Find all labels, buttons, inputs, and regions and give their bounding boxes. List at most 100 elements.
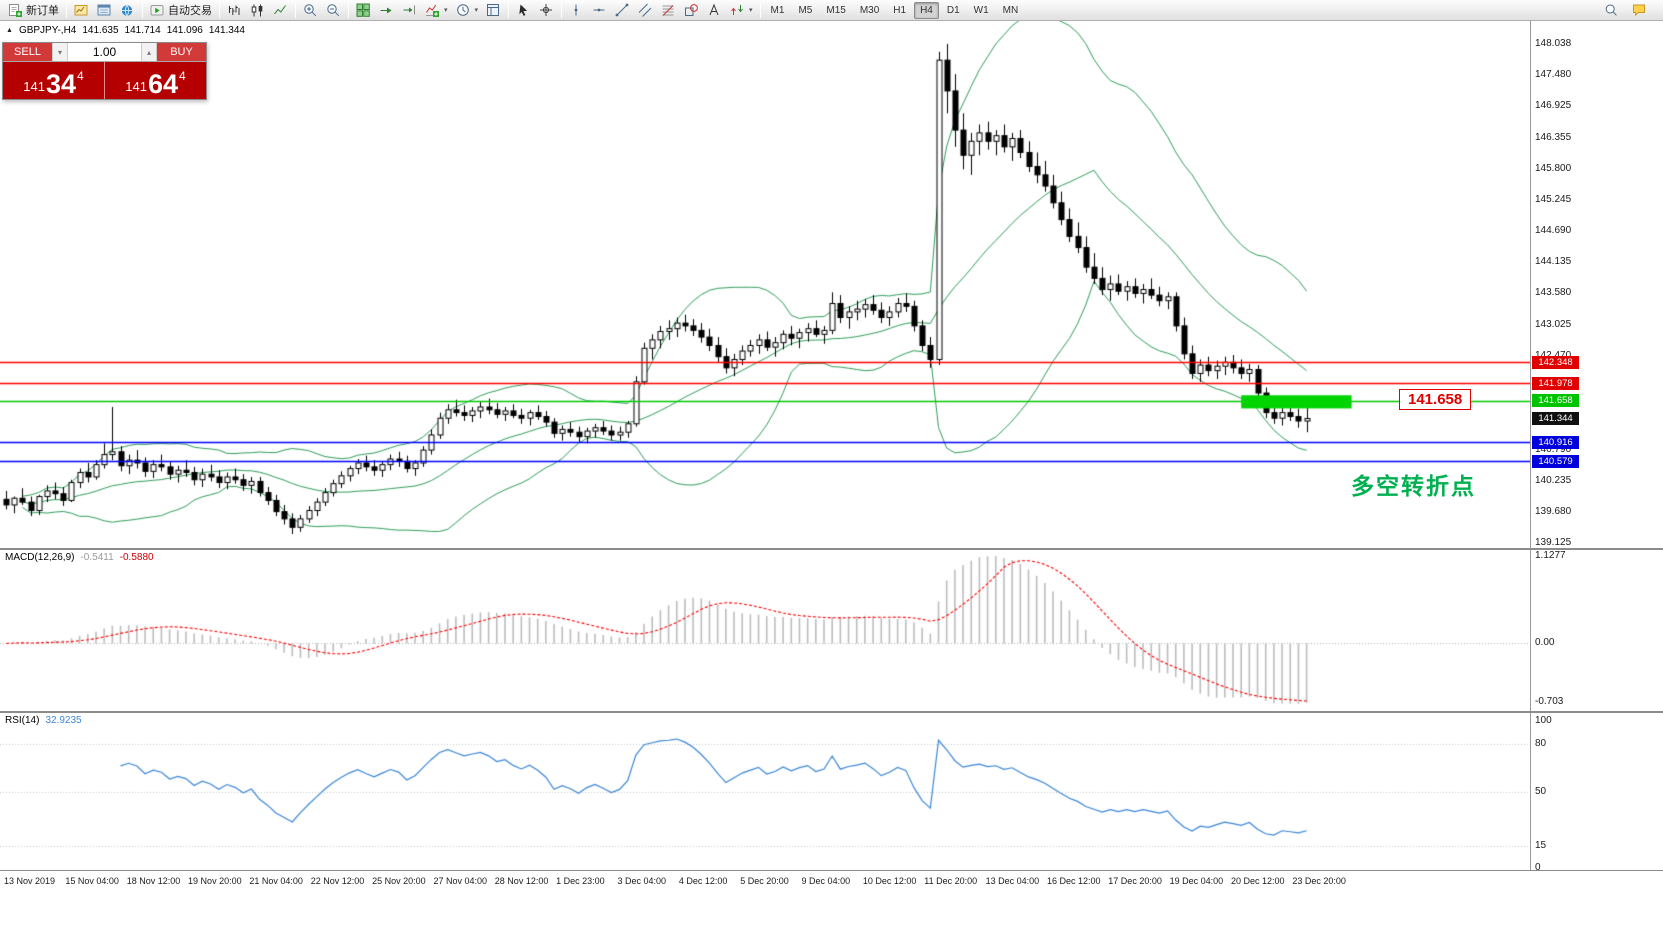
autotrading-icon <box>150 3 165 18</box>
chart-shift-button[interactable] <box>398 1 421 19</box>
macd-panel-canvas[interactable] <box>0 550 1530 711</box>
time-label: 9 Dec 04:00 <box>801 876 851 886</box>
templates-button[interactable] <box>482 1 505 19</box>
zone-price-callout[interactable]: 141.658 <box>1399 389 1472 410</box>
buy-price-prefix: 141 <box>125 79 147 94</box>
zoom-in-icon <box>303 3 318 18</box>
time-label: 19 Nov 20:00 <box>188 876 242 886</box>
price-tick-148.038: 148.038 <box>1535 38 1572 50</box>
data-window-button[interactable] <box>93 1 116 19</box>
market-watch-icon <box>74 3 89 18</box>
zoom-in-button[interactable] <box>299 1 322 19</box>
new-order-button[interactable]: 新订单 <box>4 1 63 19</box>
rsi-panel-canvas[interactable] <box>0 713 1530 870</box>
price-axis[interactable]: 148.038 147.480 146.925 146.355 145.800 145.2… <box>1530 21 1663 892</box>
timeframe-mn-button[interactable]: MN <box>1002 4 1019 16</box>
time-label: 4 Dec 12:00 <box>678 876 728 886</box>
macd-label: MACD(12,26,9) -0.5411 -0.5880 <box>5 552 154 563</box>
price-tick-140.790: 140.790 <box>1535 443 1572 455</box>
candlestick-chart-button[interactable] <box>246 1 269 19</box>
time-axis[interactable]: 13 Nov 2019 15 Nov 04:00 18 Nov 12:00 19 No… <box>0 870 1663 892</box>
price-tick-144.135: 144.135 <box>1535 256 1572 268</box>
volume-decrease-button[interactable]: ▾ <box>52 43 68 61</box>
periods-button[interactable]: ▾ <box>452 1 483 19</box>
search-button[interactable] <box>1600 1 1623 19</box>
time-label: 10 Dec 12:00 <box>862 876 917 886</box>
arrows-button[interactable]: ▾ <box>726 1 757 19</box>
panel-separator[interactable] <box>0 548 1663 550</box>
price-chart-canvas[interactable] <box>0 21 1530 548</box>
equidistant-channel-button[interactable] <box>634 1 657 19</box>
chat-button[interactable] <box>1628 1 1651 19</box>
tile-windows-icon <box>356 3 371 18</box>
buy-price-button[interactable]: 141 64 4 <box>105 62 206 99</box>
crosshair-button[interactable] <box>535 1 558 19</box>
toolbar-separator <box>295 2 296 18</box>
cursor-button[interactable] <box>512 1 535 19</box>
new-order-button-label: 新订单 <box>26 5 59 17</box>
auto-scroll-icon <box>379 3 394 18</box>
text-button[interactable] <box>703 1 726 19</box>
rsi-label: RSI(14) 32.9235 <box>5 715 82 726</box>
horizontal-line-button[interactable] <box>588 1 611 19</box>
auto-scroll-button[interactable] <box>375 1 398 19</box>
macd-axis-max: 1.1277 <box>1535 550 1566 562</box>
indicators-button[interactable]: ▾ <box>421 1 452 19</box>
time-label: 25 Nov 20:00 <box>372 876 426 886</box>
sell-button[interactable]: SELL <box>3 43 52 61</box>
timeframe-d1-button[interactable]: D1 <box>946 4 960 16</box>
time-label: 11 Dec 20:00 <box>924 876 978 886</box>
volume-increase-button[interactable]: ▴ <box>141 43 157 61</box>
panel-separator[interactable] <box>0 711 1663 713</box>
chevron-down-icon: ▾ <box>474 7 479 14</box>
macd-axis-min: -0.703 <box>1535 695 1564 707</box>
price-tick-145.800: 145.800 <box>1535 163 1572 175</box>
fibonacci-button[interactable] <box>657 1 680 19</box>
bar-chart-button[interactable] <box>223 1 246 19</box>
shapes-icon <box>684 3 699 18</box>
ohlc-low: 141.096 <box>166 25 203 36</box>
rsi-axis-100: 100 <box>1535 715 1552 726</box>
indicators-icon <box>425 3 440 18</box>
trendline-icon <box>615 3 630 18</box>
autotrading-button[interactable]: 自动交易 <box>146 1 216 19</box>
buy-price-big: 64 <box>147 68 179 99</box>
market-watch-button[interactable] <box>70 1 93 19</box>
cursor-icon <box>516 3 531 18</box>
one-click-trading-panel: SELL ▾ ▴ BUY 141 34 4 141 64 4 <box>2 42 207 100</box>
price-tick-143.025: 143.025 <box>1535 318 1572 330</box>
mql-community-button[interactable] <box>116 1 139 19</box>
toolbar-separator <box>219 2 220 18</box>
time-label: 28 Nov 12:00 <box>494 876 549 886</box>
shapes-button[interactable] <box>680 1 703 19</box>
timeframe-w1-button[interactable]: W1 <box>973 4 989 16</box>
tile-windows-button[interactable] <box>352 1 375 19</box>
rsi-axis-0: 0 <box>1535 862 1541 873</box>
buy-price-sup: 4 <box>179 69 186 83</box>
crosshair-icon <box>539 3 554 18</box>
price-tick-139.680: 139.680 <box>1535 505 1572 517</box>
chat-icon <box>1632 3 1647 18</box>
zoom-out-button[interactable] <box>322 1 345 19</box>
sell-price-button[interactable]: 141 34 4 <box>3 62 105 99</box>
rsi-axis-80: 80 <box>1535 738 1547 750</box>
volume-input[interactable] <box>68 43 141 61</box>
timeframe-m5-button[interactable]: M5 <box>798 4 813 16</box>
timeframe-m30-button[interactable]: M30 <box>859 4 880 16</box>
timeframe-h4-button[interactable]: H4 <box>914 1 939 19</box>
time-label: 21 Nov 04:00 <box>249 876 303 886</box>
periods-icon <box>456 3 471 18</box>
level-label-140.579: 140.579 <box>1532 454 1579 468</box>
timeframe-m1-button[interactable]: M1 <box>770 4 785 16</box>
line-chart-icon <box>273 3 288 18</box>
trendline-button[interactable] <box>611 1 634 19</box>
line-chart-button[interactable] <box>269 1 292 19</box>
text-icon <box>707 3 722 18</box>
time-label: 19 Dec 04:00 <box>1169 876 1224 886</box>
vertical-line-button[interactable] <box>565 1 588 19</box>
price-tick-144.690: 144.690 <box>1535 225 1572 237</box>
buy-button[interactable]: BUY <box>157 43 206 61</box>
chart-area: 148.038 147.480 146.925 146.355 145.800 145.2… <box>0 21 1663 947</box>
timeframe-h1-button[interactable]: H1 <box>893 4 907 16</box>
timeframe-m15-button[interactable]: M15 <box>826 4 846 16</box>
